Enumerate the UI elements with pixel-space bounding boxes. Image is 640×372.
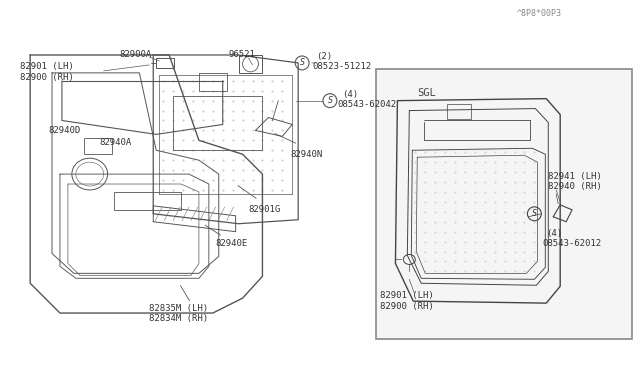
Bar — [376, 69, 632, 339]
Text: SGL: SGL — [417, 88, 436, 98]
Text: ^8P8*00P3: ^8P8*00P3 — [516, 9, 561, 18]
Text: 82901 (LH): 82901 (LH) — [20, 62, 74, 71]
Text: 08543-62042: 08543-62042 — [338, 100, 397, 109]
Text: (4): (4) — [342, 90, 358, 99]
Text: 82940A: 82940A — [100, 138, 132, 147]
Text: (2): (2) — [316, 52, 332, 61]
Text: 08523-51212: 08523-51212 — [312, 62, 371, 71]
Bar — [156, 58, 174, 68]
Text: 82834M (RH): 82834M (RH) — [149, 314, 209, 324]
Text: S: S — [532, 209, 537, 218]
Bar — [239, 55, 262, 73]
Text: 82940N: 82940N — [290, 150, 323, 159]
Text: 82835M (LH): 82835M (LH) — [149, 304, 209, 312]
Bar — [173, 96, 262, 150]
Text: 82900A: 82900A — [120, 51, 152, 60]
Bar — [84, 138, 111, 154]
Text: 96521: 96521 — [228, 51, 255, 60]
Text: 82901G: 82901G — [248, 205, 281, 214]
Bar — [199, 73, 227, 91]
Text: 82940D: 82940D — [48, 126, 80, 135]
Text: S: S — [300, 58, 305, 67]
Bar — [113, 192, 181, 210]
Text: 82940E: 82940E — [216, 239, 248, 248]
Text: 08543-62012: 08543-62012 — [542, 239, 602, 248]
Text: 82900 (RH): 82900 (RH) — [380, 302, 433, 311]
Text: S: S — [328, 96, 332, 105]
Text: (4): (4) — [547, 229, 563, 238]
Text: 82940 (RH): 82940 (RH) — [548, 183, 602, 192]
Text: 82900 (RH): 82900 (RH) — [20, 73, 74, 82]
Text: 82941 (LH): 82941 (LH) — [548, 171, 602, 180]
Bar — [447, 104, 471, 119]
Text: 82901 (LH): 82901 (LH) — [380, 291, 433, 300]
